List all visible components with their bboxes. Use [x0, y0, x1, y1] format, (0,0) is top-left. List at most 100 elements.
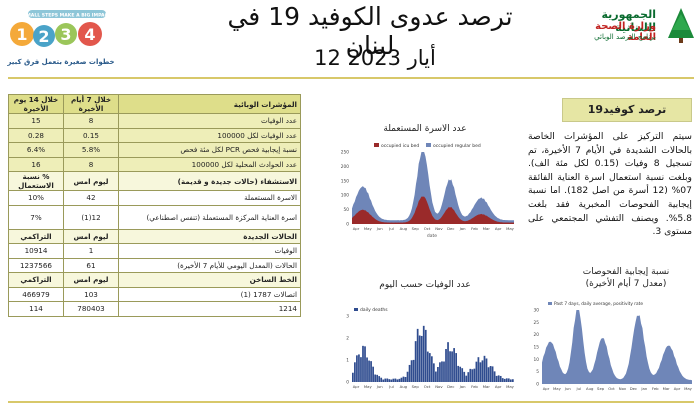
x-tick-label: Dec — [630, 386, 637, 391]
legend-icu: occupied icu bed — [381, 143, 419, 149]
death-bar — [449, 351, 451, 382]
section-col: ليوم امس — [63, 272, 119, 288]
death-bar — [384, 378, 387, 382]
deaths-chart-title: عدد الوفيات حسب اليوم — [379, 280, 471, 290]
section-label: الاستشفاء (حالات جديدة و قديمة) — [118, 171, 301, 191]
x-tick-label: Apr — [495, 226, 502, 231]
death-bar — [457, 365, 460, 382]
footer-divider — [8, 401, 694, 403]
death-bar — [467, 372, 470, 382]
death-bar — [483, 355, 486, 382]
row-value: 0.28 — [8, 127, 64, 143]
campaign-number-4: 4 — [84, 25, 95, 44]
table-row: 1214 780403 114 — [8, 301, 301, 317]
x-tick-label: Oct — [608, 386, 615, 391]
death-bar — [370, 361, 372, 382]
section-col: ليوم امس — [63, 171, 119, 191]
positivity-chart-title: نسبة إيجابية الفحوصات (معدل 7 أيام الأخي… — [560, 266, 692, 290]
legend-positivity: Past 7 days, daily average, positivity r… — [554, 301, 643, 307]
x-tick-label: Jan — [459, 384, 466, 389]
section-col: ليوم امس — [63, 228, 119, 244]
row-label: الوفيات — [118, 243, 301, 259]
row-value: 7% — [8, 204, 64, 230]
death-bar — [388, 379, 391, 382]
x-tick-label: Aug — [400, 226, 408, 231]
death-bar — [352, 372, 354, 382]
section-label: الخط الساخن — [118, 272, 301, 288]
death-bar — [356, 355, 358, 382]
beds-xlabel: date — [427, 233, 437, 239]
death-bar — [509, 379, 512, 382]
death-bar — [410, 360, 413, 382]
header-divider — [8, 77, 694, 79]
x-tick-label: Jun — [564, 386, 572, 391]
header-14days: خلال 14 يوم الأخيرة — [8, 94, 64, 114]
x-tick-label: Sep — [597, 386, 605, 391]
x-tick-label: May — [684, 386, 693, 391]
y-tick-label: 250 — [341, 150, 349, 156]
program-name: برنامج الترصد الوبائي — [594, 33, 656, 41]
row-value: 42 — [63, 190, 119, 206]
row-value: 10914 — [8, 243, 64, 259]
death-bar — [368, 360, 370, 382]
death-bar — [362, 345, 364, 382]
indicators-table: المؤشرات الوبائية خلال 7 أيام الأخيرة خل… — [8, 94, 301, 317]
x-tick-label: Jan — [459, 226, 466, 231]
new-cases-header-row: الحالات الجديدة ليوم امس التراكمي — [8, 228, 301, 244]
death-bar — [455, 353, 457, 382]
death-bar — [424, 329, 427, 382]
death-bar — [461, 368, 464, 382]
death-bar — [366, 357, 368, 382]
campaign-tagline: خطوات صغيرة بتعمل فرق كبير — [6, 58, 114, 66]
x-tick-label: Aug — [586, 386, 594, 391]
death-bar — [394, 378, 397, 382]
ministry-logo — [556, 6, 696, 44]
death-bar — [430, 356, 433, 382]
campaign-banner: SMALL STEPS MAKE A BIG IMPACT — [23, 13, 112, 19]
row-value: 16 — [8, 156, 64, 172]
positivity-chart: Past 7 days, daily average, positivity r… — [534, 301, 693, 391]
x-tick-label: Nov — [619, 386, 627, 391]
death-bar — [437, 366, 439, 382]
row-value: 15 — [8, 113, 64, 129]
header-indicators: المؤشرات الوبائية — [118, 94, 301, 114]
death-bar — [441, 361, 443, 382]
y-tick-label: 3 — [346, 314, 349, 320]
x-tick-label: May — [364, 384, 373, 389]
death-bar — [376, 374, 379, 382]
y-tick-label: 100 — [341, 193, 349, 199]
row-value: 1 — [63, 243, 119, 259]
death-bar — [489, 366, 492, 382]
y-tick-label: 1 — [346, 358, 349, 364]
row-label: عدد الوفيات لكل 100000 — [118, 127, 301, 143]
row-label: عدد الحوادث المحلية لكل 100000 — [118, 156, 301, 172]
ministry-name: وزارة الصحة العامة — [595, 21, 656, 43]
x-tick-label: Oct — [424, 384, 431, 389]
cedar-icon — [668, 8, 694, 43]
x-tick-label: Oct — [424, 226, 431, 231]
campaign-number-3: 3 — [60, 25, 71, 44]
x-tick-label: Mar — [663, 386, 671, 391]
y-tick-label: 50 — [344, 207, 350, 213]
row-value: 780403 — [63, 301, 119, 317]
death-bar — [511, 379, 514, 382]
death-bar — [416, 328, 419, 382]
section-col: % نسبة الاستعمال — [8, 171, 64, 191]
positivity-area — [542, 310, 692, 384]
death-bar — [451, 351, 453, 382]
x-tick-label: Feb — [471, 384, 478, 389]
beds-legend: occupied icu bed occupied regular bed — [374, 143, 481, 149]
x-tick-label: May — [506, 226, 515, 231]
x-tick-label: May — [364, 226, 373, 231]
death-bar — [400, 377, 403, 382]
death-bar — [402, 376, 405, 382]
report-date: 12 أيار 2023 — [314, 46, 436, 70]
regular-bed-area — [352, 152, 514, 224]
table-header-row: المؤشرات الوبائية خلال 7 أيام الأخيرة خل… — [8, 94, 301, 114]
row-value: 114 — [8, 301, 64, 317]
death-bar — [443, 361, 445, 382]
table-row: اسرة العناية المركزة المستعملة (تنفس اصط… — [8, 204, 301, 230]
campaign-number-2: 2 — [38, 27, 49, 46]
x-tick-label: Aug — [400, 384, 408, 389]
